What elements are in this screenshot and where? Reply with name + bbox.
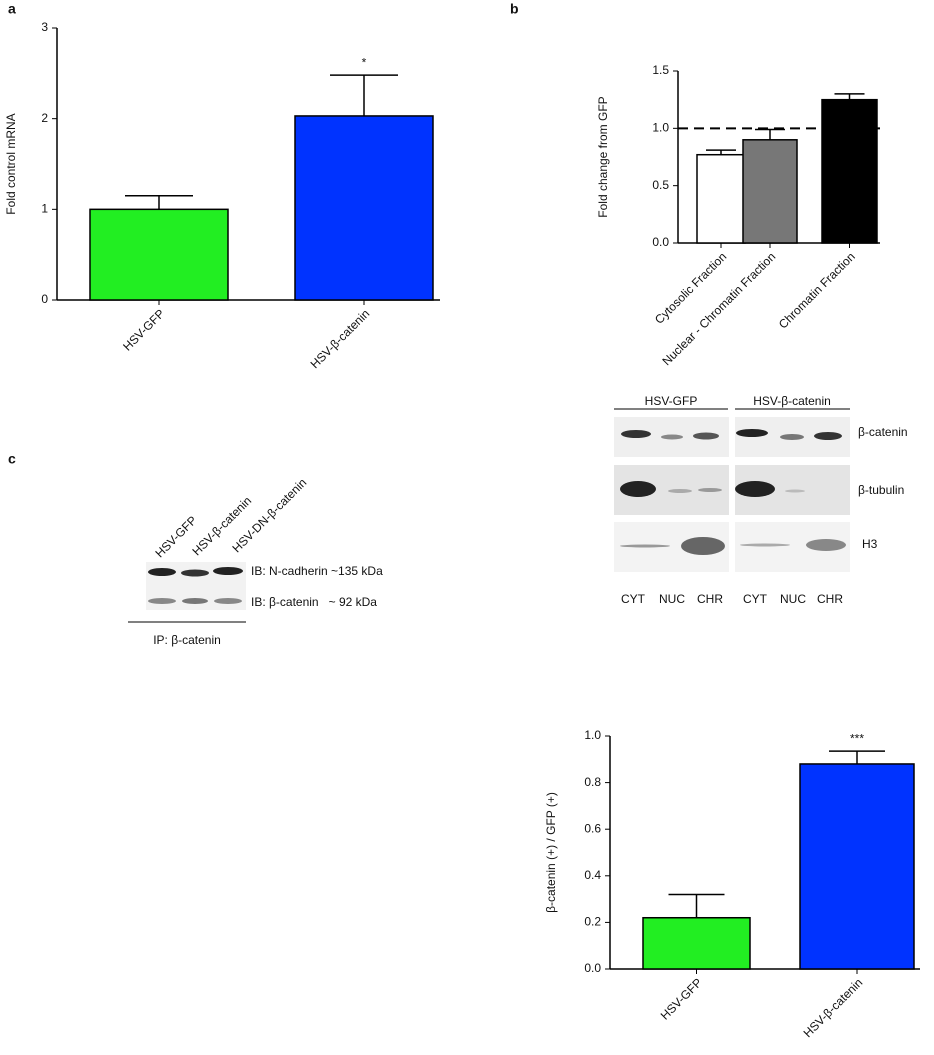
y-tick-label: 0.2 [584, 915, 601, 929]
error-bar [330, 74, 398, 116]
row-label: β-tubulin [858, 483, 904, 497]
blot-b: HSV-GFP HSV-β-catenin β-catenin β-tubuli… [614, 394, 908, 606]
band [214, 598, 242, 604]
y-axis-title: Fold control mRNA [4, 113, 18, 214]
error-bar [668, 893, 725, 918]
panel-label: a [8, 1, 16, 17]
band [806, 539, 846, 551]
error-bar [834, 93, 865, 100]
error-bar [706, 149, 736, 155]
lane-label: NUC [780, 592, 806, 606]
blot-c: HSV-GFP HSV-β-catenin HSV-DN-β-catenin I… [128, 476, 383, 647]
y-tick-label: 0.4 [584, 868, 601, 882]
panel-label: c [8, 451, 16, 467]
row-label: IB: β-catenin ~ 92 kDa [251, 595, 377, 609]
band [148, 568, 176, 576]
row-label: IB: N-cadherin ~135 kDa [251, 564, 383, 578]
bar [799, 763, 915, 970]
bar [742, 139, 798, 244]
bar [294, 115, 434, 301]
y-tick-label: 1.0 [652, 121, 669, 135]
y-tick-label: 2 [41, 111, 48, 125]
lane-label: CYT [743, 592, 768, 606]
band [661, 434, 683, 440]
band [621, 430, 651, 438]
band [814, 432, 842, 440]
band [668, 489, 692, 493]
band [740, 543, 790, 547]
band [693, 432, 719, 440]
lane-label: CHR [697, 592, 723, 606]
y-tick-label: 1 [41, 202, 48, 216]
y-tick-label: 1.5 [652, 63, 669, 77]
x-tick-label: HSV-GFP [658, 975, 705, 1022]
band [785, 489, 805, 493]
y-tick-label: 0.0 [652, 235, 669, 249]
error-bar [125, 194, 193, 210]
x-tick-label: HSV-β-catenin [801, 975, 866, 1040]
bar [821, 98, 878, 244]
group-label: HSV-GFP [645, 394, 698, 408]
band [181, 569, 209, 577]
bar [642, 916, 751, 970]
x-tick-label: HSV-β-catenin [308, 306, 373, 371]
panel-label: b [510, 1, 519, 17]
x-tick-label: Chromatin Fraction [776, 249, 858, 331]
band [148, 598, 176, 604]
annotation: * [362, 55, 367, 69]
y-tick-label: 3 [41, 20, 48, 34]
band [213, 567, 243, 575]
group-label: HSV-β-catenin [753, 394, 831, 408]
bar [89, 208, 229, 301]
x-tick-label: HSV-GFP [120, 306, 167, 353]
band [698, 488, 722, 492]
y-tick-label: 0 [41, 292, 48, 306]
footer-label: IP: β-catenin [153, 633, 221, 647]
band [182, 598, 208, 604]
bar [696, 153, 746, 244]
y-axis-title: β-catenin (+) / GFP (+) [544, 792, 558, 913]
y-tick-label: 0.6 [584, 821, 601, 835]
y-tick-label: 0.8 [584, 775, 601, 789]
y-tick-label: 0.0 [584, 961, 601, 975]
lane-label: HSV-GFP [152, 513, 199, 560]
y-tick-label: 1.0 [584, 728, 601, 742]
error-bar [755, 128, 785, 140]
y-axis-title: Fold change from GFP [596, 96, 610, 217]
lane-label: CHR [817, 592, 843, 606]
row-label: β-catenin [858, 425, 908, 439]
band [681, 537, 725, 555]
band [620, 481, 656, 497]
band [736, 429, 768, 437]
band [735, 481, 775, 497]
lane-label: CYT [621, 592, 646, 606]
lane-label: NUC [659, 592, 685, 606]
error-bar [829, 750, 885, 764]
annotation: *** [850, 731, 864, 745]
band [780, 434, 804, 440]
band [620, 544, 670, 548]
row-label: H3 [862, 537, 878, 551]
y-tick-label: 0.5 [652, 178, 669, 192]
